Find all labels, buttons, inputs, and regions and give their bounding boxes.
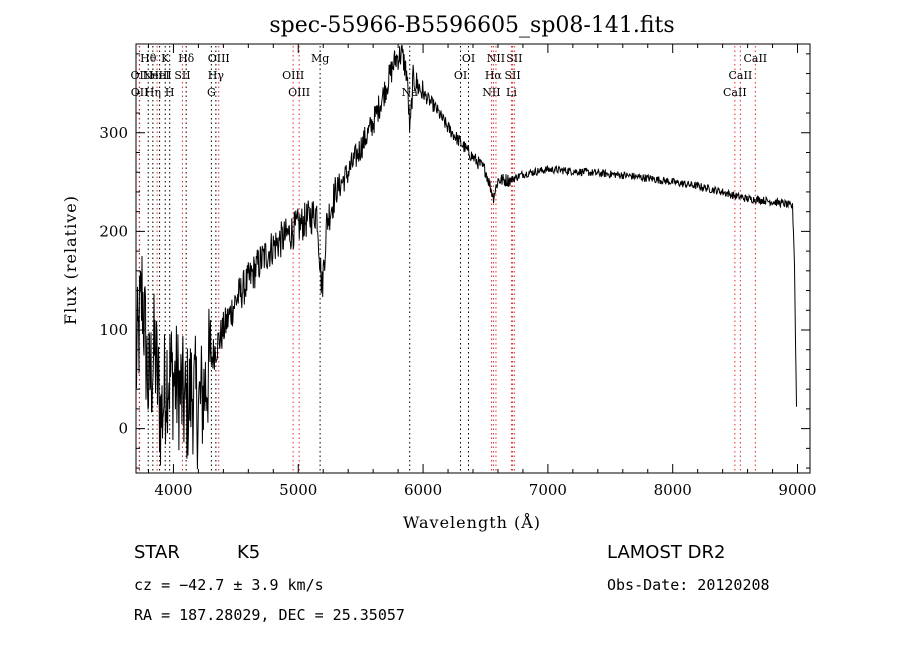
spectral-line-label: Hθ xyxy=(140,52,157,65)
spectral-line-label: Hη xyxy=(145,86,161,99)
spectral-line-label: NeIII xyxy=(143,69,172,82)
observation-date: Obs-Date: 20120208 xyxy=(607,576,770,594)
spectral-line-label: Hδ xyxy=(178,52,195,65)
y-tick-label: 100 xyxy=(99,321,128,339)
x-tick-label: 8000 xyxy=(654,481,692,499)
spectral-line-label: Hα xyxy=(485,69,503,82)
x-axis-label: Wavelength (Å) xyxy=(403,512,541,532)
x-tick-label: 6000 xyxy=(404,481,442,499)
redshift-velocity: cz = −42.7 ± 3.9 km/s xyxy=(134,576,324,594)
y-tick-label: 200 xyxy=(99,222,128,240)
object-class: STAR xyxy=(134,542,180,563)
spectral-line-label: NII xyxy=(482,86,500,99)
spectral-line-label: OII xyxy=(131,69,149,82)
spectral-line-label: G xyxy=(207,86,216,99)
spectral-line-label: CaII xyxy=(729,69,753,82)
x-tick-label: 4000 xyxy=(154,481,192,499)
plot-frame xyxy=(135,43,811,474)
spectral-line-label: Hγ xyxy=(208,69,225,82)
spectral-line-markers xyxy=(138,46,756,472)
spectral-line-label: OIII xyxy=(208,52,230,65)
chart-title: spec-55966-B5596605_sp08-141.fits xyxy=(269,13,674,38)
spectrum-series-line xyxy=(135,44,797,470)
spectral-line-label: CaII xyxy=(743,52,767,65)
info-panel: STAR K5 LAMOST DR2 cz = −42.7 ± 3.9 km/s… xyxy=(134,542,770,624)
x-tick-label: 5000 xyxy=(279,481,317,499)
spectral-line-label: OI xyxy=(462,52,475,65)
spectral-line-label: OII xyxy=(131,86,149,99)
x-tick-label: 9000 xyxy=(778,481,816,499)
spectral-line-label: HeI xyxy=(149,69,169,82)
object-subclass: K5 xyxy=(237,542,260,563)
spectral-line-label: SII xyxy=(506,52,522,65)
spectral-line-label: OIII xyxy=(288,86,310,99)
spectral-line-label: Li xyxy=(506,86,517,99)
y-tick-label: 300 xyxy=(99,124,128,142)
spectral-line-label: NII xyxy=(487,52,505,65)
axis-ticks: 4000 5000 6000 7000 8000 9000 0 100 200 300 xyxy=(99,44,817,499)
y-axis-label: Flux (relative) xyxy=(61,195,80,325)
spectral-line-label: SII xyxy=(504,69,520,82)
spectral-line-label: OI xyxy=(454,69,467,82)
spectral-line-label: K xyxy=(161,52,170,65)
survey-name: LAMOST DR2 xyxy=(607,542,725,563)
x-tick-label: 7000 xyxy=(529,481,567,499)
sky-coordinates: RA = 187.28029, DEC = 25.35057 xyxy=(134,606,405,624)
y-tick-label: 0 xyxy=(118,420,128,438)
spectral-line-label: H xyxy=(165,86,175,99)
spectral-line-label: CaII xyxy=(723,86,747,99)
spectral-line-label: Mg xyxy=(311,52,329,65)
spectral-line-label: SII xyxy=(174,69,190,82)
spectral-line-label: OIII xyxy=(282,69,304,82)
